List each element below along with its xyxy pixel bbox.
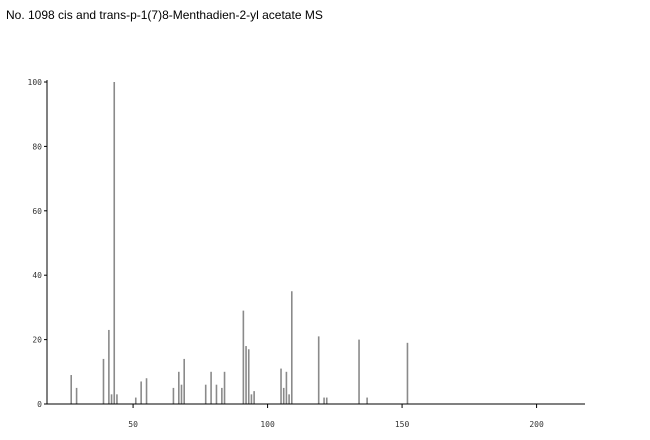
y-tick-label: 60 — [32, 207, 42, 216]
x-tick-label: 150 — [395, 420, 410, 429]
x-tick-label: 100 — [260, 420, 275, 429]
y-tick-label: 40 — [32, 271, 42, 280]
y-tick-label: 100 — [28, 78, 43, 87]
y-tick-label: 80 — [32, 142, 42, 151]
x-tick-label: 50 — [128, 420, 138, 429]
y-tick-label: 20 — [32, 336, 42, 345]
peaks-layer — [70, 82, 409, 404]
axes-layer — [46, 80, 585, 405]
chart-title: No. 1098 cis and trans-p-1(7)8-Menthadie… — [6, 8, 323, 22]
ticks-layer: 0 20 40 60 80 100 50 100 150 200 — [28, 78, 544, 429]
y-tick-label: 0 — [37, 400, 42, 409]
x-tick-label: 200 — [529, 420, 544, 429]
